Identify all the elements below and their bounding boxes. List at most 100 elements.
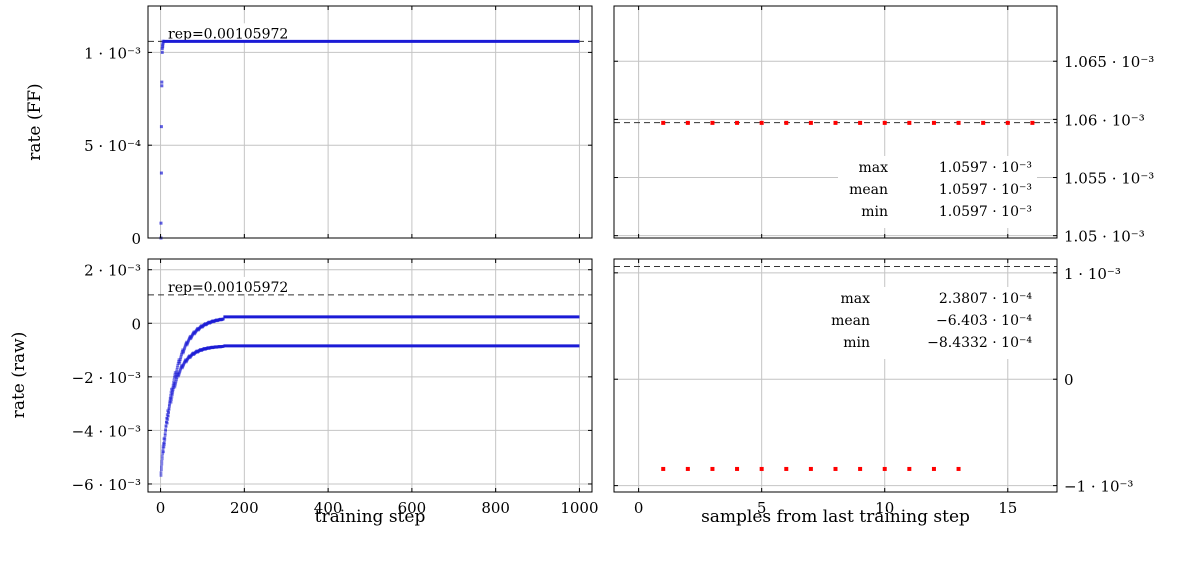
stat-name: mean: [849, 182, 888, 198]
stat-value: −6.403 · 10⁻⁴: [936, 313, 1032, 329]
stat-name: min: [861, 204, 888, 220]
data-point: [175, 370, 178, 374]
data-point: [833, 466, 838, 471]
x-tick-label: 1000: [560, 499, 598, 517]
stat-value: 1.0597 · 10⁻³: [939, 160, 1032, 176]
data-point: [175, 366, 179, 370]
x-tick-label: 0: [634, 499, 644, 517]
y-tick-label: 1.055 · 10⁻³: [1064, 170, 1154, 188]
data-point: [685, 466, 690, 471]
data-point: [160, 468, 163, 472]
data-point: [179, 354, 183, 358]
data-point: [710, 120, 715, 125]
data-point: [163, 432, 167, 436]
data-point: [164, 424, 168, 428]
data-point: [735, 466, 740, 471]
stat-name: max: [858, 160, 888, 176]
stat-value: 1.0597 · 10⁻³: [939, 204, 1032, 220]
data-point: [160, 460, 164, 463]
data-point: [177, 374, 180, 378]
x-tick-label: 200: [230, 499, 259, 517]
data-point: [160, 465, 163, 469]
panel-rate-ff-vs-training-step: rep=0.00105972 0 5 · 10⁻⁴ 1 · 10⁻³ rate (FF): [25, 5, 593, 248]
data-point: [833, 120, 838, 125]
data-point: [177, 372, 181, 376]
stat-name: max: [840, 291, 870, 307]
data-point: [159, 171, 163, 175]
data-point: [858, 120, 863, 125]
data-point: [170, 398, 173, 401]
stats-background: [838, 156, 1037, 228]
y-tick-label: −6 · 10⁻³: [72, 476, 141, 494]
x-tick-label: 10: [875, 499, 894, 517]
data-point: [784, 466, 789, 471]
data-point: [169, 400, 173, 404]
data-point: [175, 377, 178, 381]
plot-frame: [147, 258, 593, 493]
x-tick-label: 600: [398, 499, 427, 517]
data-point: [160, 80, 164, 84]
stat-value: 1.0597 · 10⁻³: [939, 182, 1032, 198]
data-point: [759, 466, 764, 471]
data-point: [178, 359, 182, 363]
data-point: [162, 443, 166, 446]
data-point: [174, 379, 178, 383]
stat-name: min: [843, 335, 870, 351]
y-axis-label: rate (FF): [25, 83, 45, 160]
data-point: [182, 348, 186, 352]
stat-name: mean: [831, 313, 870, 329]
data-point: [167, 405, 171, 408]
reference-label-background: [166, 23, 314, 41]
data-point: [956, 466, 961, 471]
x-tick-label: 400: [314, 499, 343, 517]
y-tick-label: 1 · 10⁻³: [1064, 265, 1121, 283]
stat-value: 2.3807 · 10⁻⁴: [939, 291, 1033, 307]
y-tick-label: 1.06 · 10⁻³: [1064, 111, 1145, 129]
x-tick-label: 5: [757, 499, 767, 517]
stats-background: [820, 287, 1037, 359]
data-point: [160, 457, 164, 461]
data-point: [759, 120, 764, 125]
data-point: [161, 45, 165, 49]
data-point: [170, 395, 174, 399]
y-tick-label: −1 · 10⁻³: [1064, 478, 1133, 496]
data-point: [882, 120, 887, 125]
data-point: [159, 473, 163, 477]
data-point: [166, 414, 170, 418]
data-point: [661, 466, 666, 471]
data-point: [163, 438, 167, 442]
data-point: [167, 408, 171, 411]
data-point: [171, 390, 175, 394]
x-tick-label: 0: [156, 499, 166, 517]
data-point: [931, 120, 936, 125]
data-point: [163, 436, 167, 440]
data-point: [882, 466, 887, 471]
data-point: [160, 50, 164, 54]
data-point: [1030, 120, 1035, 125]
y-tick-label: 5 · 10⁻⁴: [84, 137, 141, 155]
data-point: [162, 450, 165, 454]
y-tick-label: 1.05 · 10⁻³: [1064, 228, 1145, 246]
data-point: [178, 361, 181, 365]
y-tick-label: −4 · 10⁻³: [72, 422, 141, 440]
y-tick-label: 2 · 10⁻³: [84, 262, 141, 280]
data-point: [173, 385, 177, 389]
data-point: [169, 393, 173, 397]
data-point: [162, 440, 166, 444]
panel-rate-raw-vs-training-step: rep=0.00105972 0 200 400 600 800 1000 −6 · 10⁻³…: [9, 258, 599, 527]
data-point: [160, 47, 164, 51]
data-point: [179, 356, 183, 360]
reference-label-background: [166, 276, 314, 294]
data-point: [172, 378, 176, 382]
data-point: [710, 466, 715, 471]
data-point: [981, 120, 986, 125]
data-point: [176, 364, 180, 367]
data-point: [907, 466, 912, 471]
data-point: [167, 411, 170, 415]
data-point: [1005, 120, 1010, 125]
data-point: [171, 388, 175, 392]
data-point: [858, 466, 863, 471]
data-point: [161, 447, 165, 450]
data-point: [159, 221, 163, 225]
data-point: [160, 462, 164, 466]
